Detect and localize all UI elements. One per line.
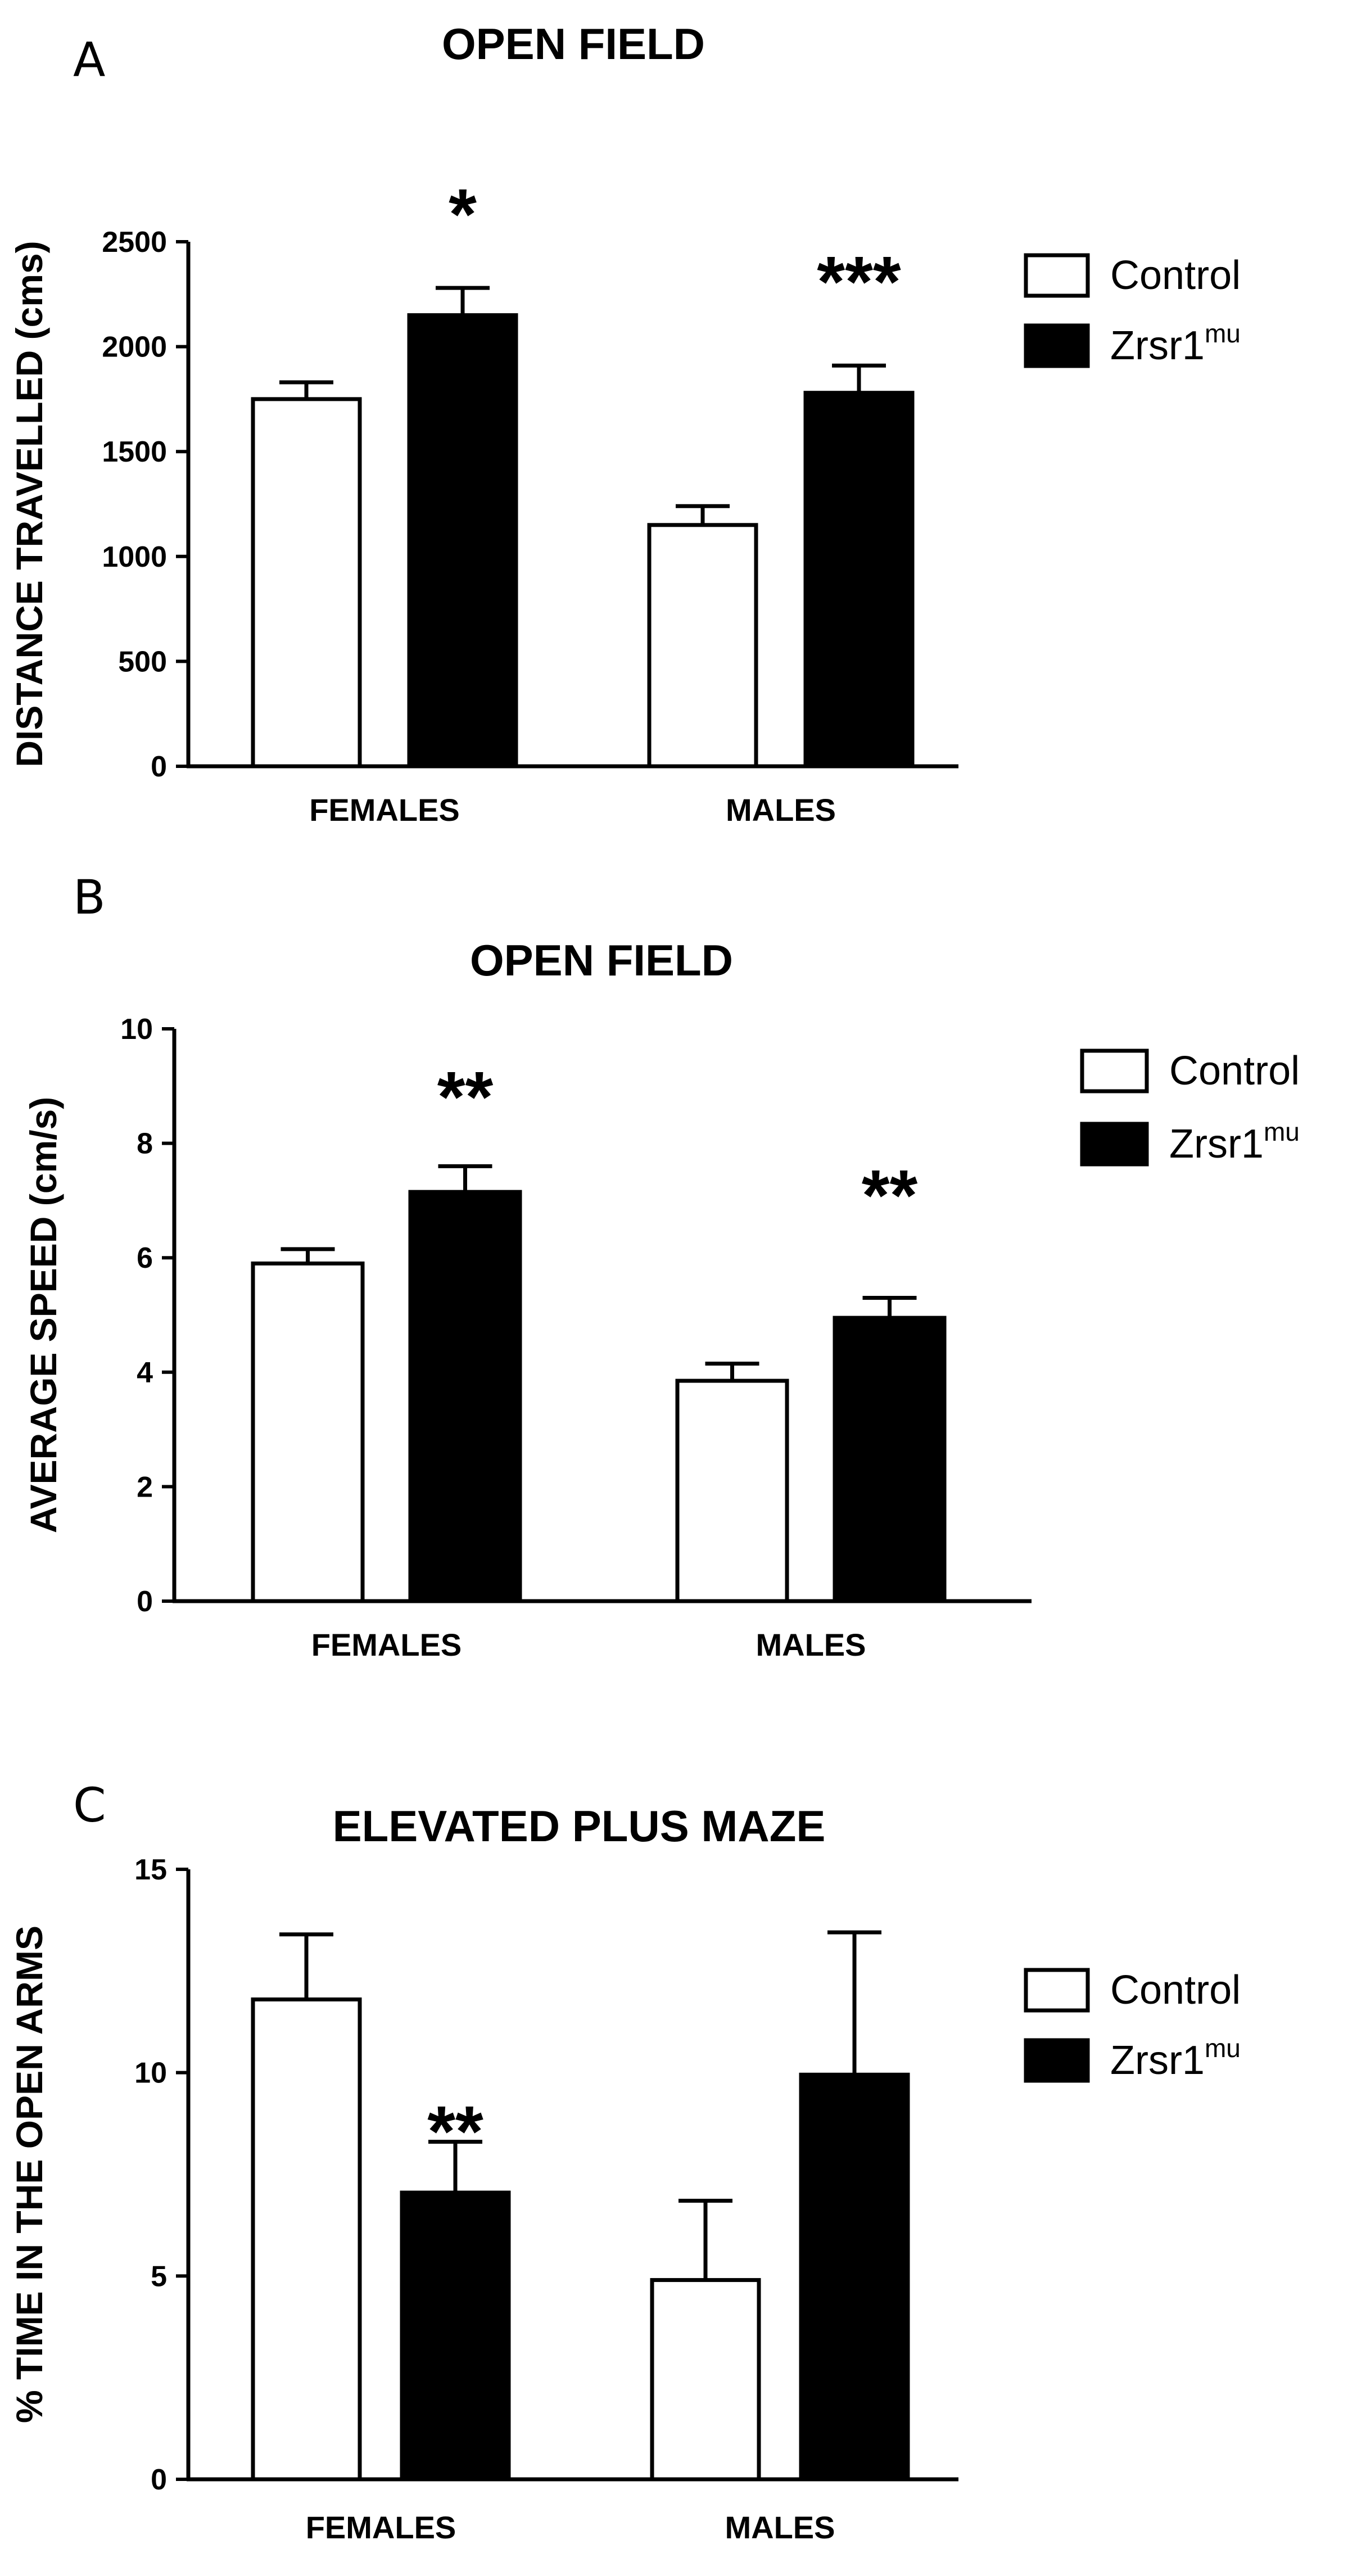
bar-control-males (675, 1379, 789, 1603)
chart-title: ELEVATED PLUS MAZE (333, 1801, 826, 1851)
y-tick-label: 0 (137, 1585, 153, 1618)
legend-swatch-zrsr1 (1024, 323, 1090, 368)
y-tick-label: 2000 (102, 331, 167, 364)
y-tick-label: 1500 (102, 436, 167, 468)
bar-zrsr1-females (408, 1190, 522, 1603)
x-category-label: MALES (756, 1627, 866, 1662)
y-tick-label: 6 (137, 1242, 153, 1275)
y-tick-label: 0 (151, 751, 167, 783)
legend-label: Control (1110, 1968, 1241, 2013)
bar-zrsr1-females (407, 313, 518, 769)
x-category-label: FEMALES (311, 1627, 462, 1662)
y-axis-title: % TIME IN THE OPEN ARMS (8, 1926, 50, 2423)
panel-letter: A (73, 32, 105, 87)
x-category-label: FEMALES (306, 2510, 456, 2545)
y-tick-label: 8 (137, 1128, 153, 1160)
y-tick-label: 4 (137, 1357, 153, 1389)
x-category-label: FEMALES (309, 792, 460, 828)
y-tick-label: 15 (134, 1854, 167, 1886)
chart-title: OPEN FIELD (442, 19, 705, 69)
legend-swatch-control (1024, 253, 1090, 298)
legend-swatch-zrsr1 (1024, 2038, 1090, 2083)
x-category-label: MALES (725, 2510, 835, 2545)
y-tick-label: 500 (118, 645, 167, 678)
panel-letter: B (73, 870, 106, 925)
chart-panel-C: C ELEVATED PLUS MAZE % TIME IN THE OPEN AR… (8, 1778, 1241, 2545)
bar-zrsr1-males (799, 2072, 910, 2482)
y-tick-label: 10 (120, 1013, 153, 1046)
significance-marker: ** (862, 1155, 918, 1236)
x-category-label: MALES (726, 792, 836, 828)
chart-panel-A: A OPEN FIELD DISTANCE TRAVELLED (cms) 0 500 1… (8, 19, 1241, 828)
legend-swatch-control (1024, 1968, 1090, 2013)
legend-label: Zrsr1mu (1110, 2033, 1241, 2083)
significance-marker: *** (817, 242, 901, 322)
y-tick-label: 2500 (102, 226, 167, 259)
bar-control-males (647, 523, 758, 769)
significance-marker: ** (427, 2091, 483, 2172)
legend-label: Zrsr1mu (1110, 319, 1241, 368)
y-tick-label: 0 (151, 2464, 167, 2496)
panel-letter: C (73, 1778, 106, 1833)
bar-control-males (650, 2278, 761, 2482)
y-tick-label: 2 (137, 1471, 153, 1503)
bar-control-females (251, 397, 362, 769)
legend-swatch-control (1080, 1049, 1149, 1093)
bar-zrsr1-males (803, 391, 915, 769)
legend-label: Control (1110, 253, 1241, 298)
legend-swatch-zrsr1 (1080, 1122, 1149, 1167)
legend-label: Zrsr1mu (1169, 1117, 1300, 1167)
bar-control-females (251, 1261, 365, 1603)
bar-zrsr1-males (833, 1316, 947, 1603)
significance-marker: ** (437, 1057, 494, 1137)
y-tick-label: 5 (151, 2260, 167, 2293)
significance-marker: * (449, 174, 477, 255)
legend-label: Control (1169, 1049, 1300, 1093)
bar-control-females (251, 1997, 362, 2482)
chart-title: OPEN FIELD (470, 936, 733, 985)
y-tick-label: 10 (134, 2057, 167, 2090)
y-axis-title: AVERAGE SPEED (cm/s) (22, 1097, 64, 1533)
y-tick-label: 1000 (102, 541, 167, 573)
chart-panel-B: B OPEN FIELD AVERAGE SPEED (cm/s) 0 2 4 6 8 10 FE… (22, 870, 1300, 1662)
y-axis-title: DISTANCE TRAVELLED (cms) (8, 241, 50, 767)
bar-zrsr1-females (400, 2190, 511, 2482)
